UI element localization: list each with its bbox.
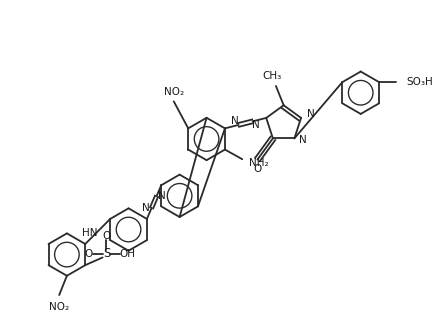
Text: NO₂: NO₂ [49,302,69,312]
Text: N: N [231,116,239,126]
Text: O: O [102,231,110,241]
Text: S: S [103,247,110,260]
Text: N: N [307,109,315,119]
Text: HN: HN [82,228,98,239]
Text: CH₃: CH₃ [262,71,282,81]
Text: SO₃H: SO₃H [406,77,433,87]
Text: N: N [142,203,150,213]
Text: N: N [299,135,307,145]
Text: NH₂: NH₂ [249,158,268,168]
Text: NO₂: NO₂ [164,87,184,97]
Text: O: O [84,249,92,259]
Text: O: O [253,164,262,174]
Text: OH: OH [120,249,136,259]
Text: N: N [252,120,260,130]
Text: N: N [158,191,166,201]
